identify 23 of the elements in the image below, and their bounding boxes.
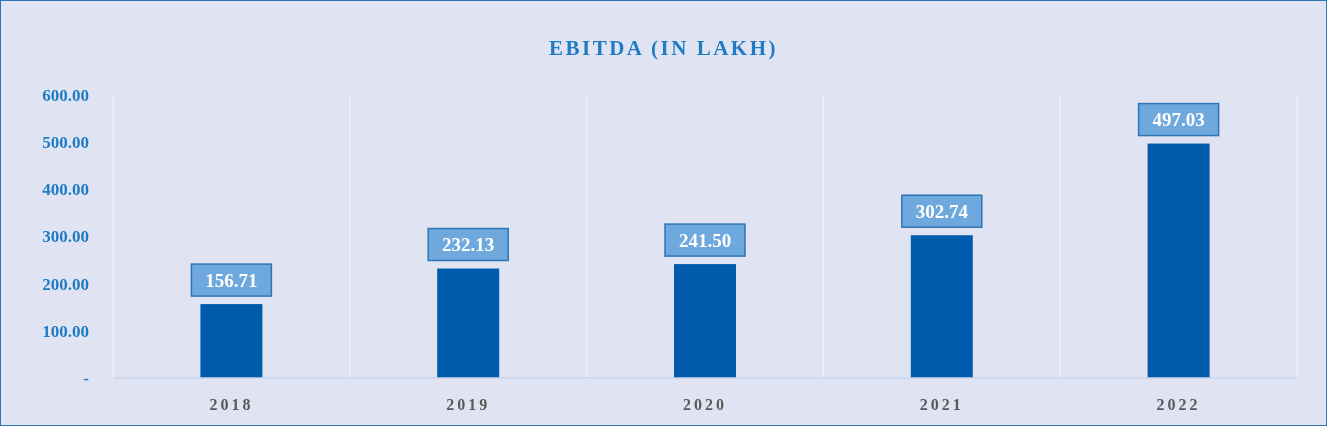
data-label: 302.74 (915, 200, 969, 222)
y-tick-label: 400.00 (42, 180, 89, 200)
bar (910, 235, 973, 378)
bar (674, 264, 736, 378)
bar (200, 304, 263, 378)
data-label: 497.03 (1152, 109, 1205, 131)
x-tick-label: 2019 (446, 396, 491, 413)
x-tick-label: 2021 (919, 396, 964, 413)
y-tick-label: 300.00 (42, 227, 89, 247)
chart-title: EBITDA (IN LAKH) (548, 36, 779, 60)
bar (1147, 143, 1210, 378)
data-label: 241.50 (678, 229, 732, 251)
x-tick-label: 2022 (1156, 396, 1201, 413)
y-tick-label: 500.00 (42, 133, 89, 153)
data-label: 156.71 (205, 269, 258, 291)
bar (437, 268, 500, 378)
x-tick-label: 2020 (683, 396, 727, 413)
y-tick-label: - (83, 368, 90, 388)
data-label: 232.13 (442, 234, 495, 256)
y-tick-label: 600.00 (42, 85, 89, 105)
y-tick-label: 200.00 (42, 274, 89, 294)
y-tick-label: 100.00 (42, 321, 89, 341)
x-tick-label: 2018 (209, 396, 254, 413)
